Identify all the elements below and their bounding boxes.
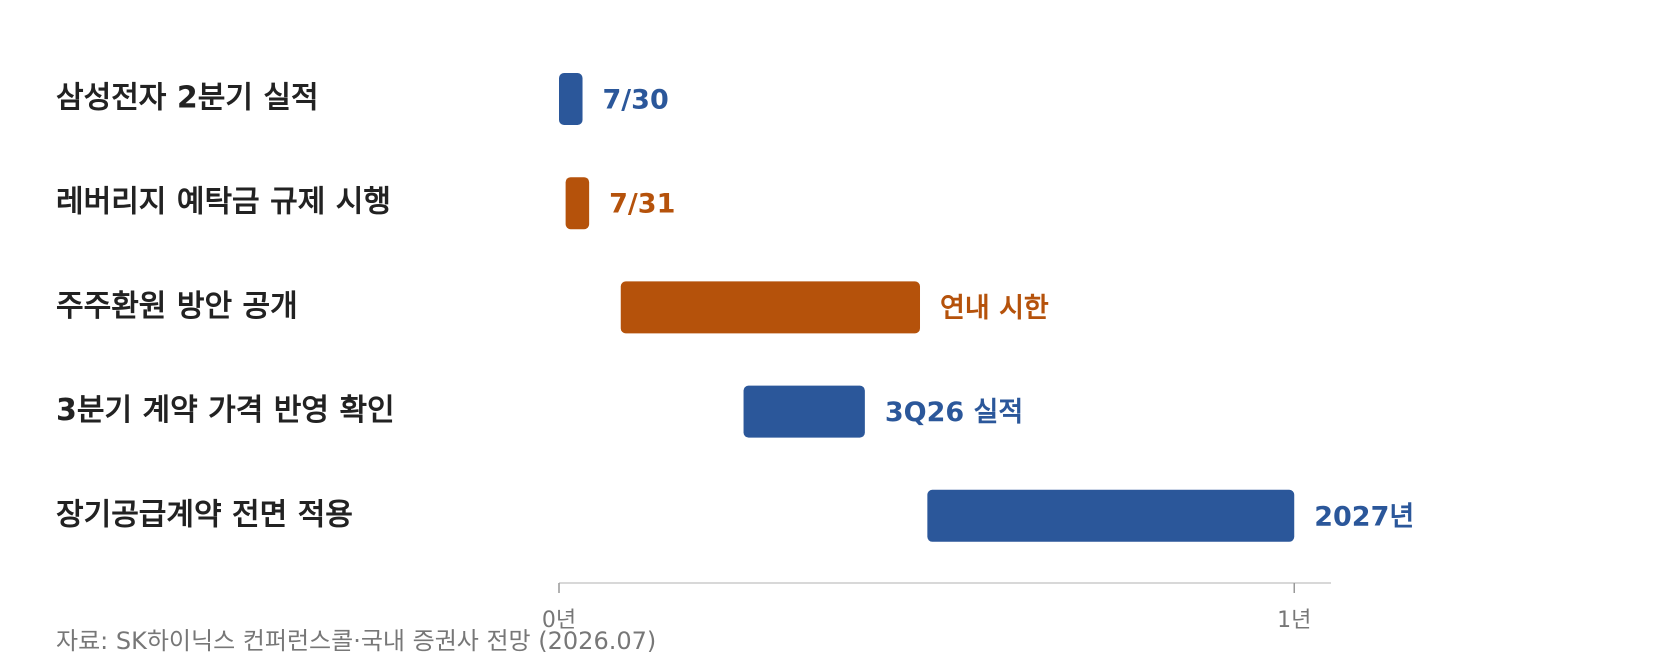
task-label: 삼성전자 2분기 실적 [56,81,319,116]
task-label: 주주환원 방안 공개 [56,289,298,324]
bar [743,385,865,438]
bar-label: 7/30 [603,85,669,116]
bar-label: 연내 시한 [940,293,1049,324]
bar-label: 3Q26 실적 [885,397,1023,428]
bar [927,489,1295,542]
x-tick-label: 1년 [1277,608,1311,633]
bar-label: 7/31 [609,189,675,220]
bar-label: 2027년 [1314,501,1414,532]
task-label: 3분기 계약 가격 반영 확인 [56,393,395,428]
source-note: 자료: SK하이닉스 컨퍼런스콜·국내 증권사 전망 (2026.07) [56,627,656,655]
x-tick-label: 0년 [542,608,576,633]
bar [559,73,583,125]
bar [565,177,590,230]
task-label: 레버리지 예탁금 규제 시행 [56,185,391,220]
task-label: 장기공급계약 전면 적용 [56,497,353,532]
bar [620,281,921,334]
